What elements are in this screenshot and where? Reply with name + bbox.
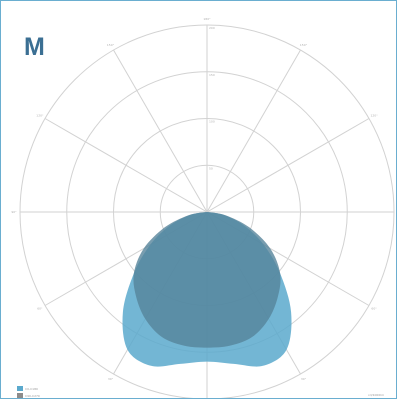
angle-tick-label: 150° [107, 43, 115, 47]
angle-tick-label: 30° [108, 377, 114, 381]
legend-label-c0-c180: C0-C180 [25, 386, 38, 391]
angle-tick-label: 30° [301, 377, 307, 381]
legend-entry-c0-c180: C0-C180 [17, 385, 40, 392]
angle-tick-label: 120° [36, 114, 44, 118]
panel-letter: M [24, 33, 45, 61]
series-overlap-region [133, 212, 281, 348]
angle-tick-label: 90° [11, 210, 17, 214]
angle-tick-label: 60° [37, 307, 43, 311]
radius-tick-label: 200 [209, 26, 215, 30]
legend-label-c90-c270: C90-C270 [25, 393, 40, 398]
angle-tick-label: 120° [370, 114, 378, 118]
legend-swatch-c0-c180 [17, 386, 23, 391]
angle-tick-label: 150° [300, 43, 308, 47]
polar-tick-labels: 180°150°120°90°60°30°0°30°60°90°120°150°… [11, 17, 378, 381]
radius-tick-label: 150 [209, 73, 215, 77]
chart-legend: C0-C180 C90-C270 [17, 385, 40, 398]
radius-tick-label: 50 [209, 166, 213, 170]
light-distribution-curves [122, 212, 292, 367]
angle-tick-label: 180° [203, 17, 211, 21]
angle-tick-label: 60° [371, 307, 377, 311]
legend-swatch-c90-c270 [17, 393, 23, 398]
unit-label: cd/1000lm [368, 393, 384, 397]
radius-tick-label: 100 [209, 120, 215, 124]
legend-entry-c90-c270: C90-C270 [17, 392, 40, 398]
